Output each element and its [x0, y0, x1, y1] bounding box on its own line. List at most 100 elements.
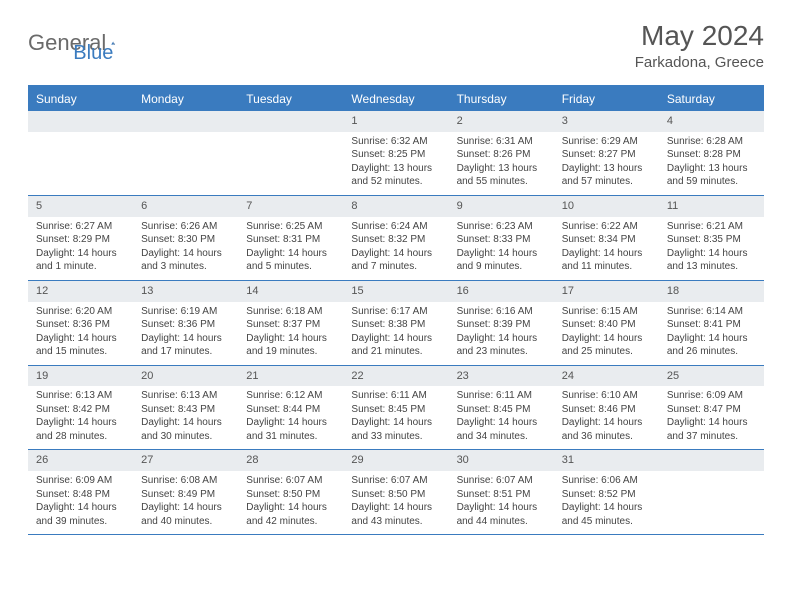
day-number — [28, 111, 133, 132]
sunset-line: Sunset: 8:36 PM — [141, 318, 230, 332]
day-number: 11 — [659, 196, 764, 217]
sunrise-line: Sunrise: 6:31 AM — [457, 135, 546, 149]
day-number: 24 — [554, 366, 659, 387]
sunset-line: Sunset: 8:35 PM — [667, 233, 756, 247]
day-number: 30 — [449, 450, 554, 471]
week-row: 19Sunrise: 6:13 AMSunset: 8:42 PMDayligh… — [28, 366, 764, 451]
sunrise-line: Sunrise: 6:21 AM — [667, 220, 756, 234]
daylight-line: Daylight: 14 hours and 31 minutes. — [246, 416, 335, 443]
sunrise-line: Sunrise: 6:13 AM — [141, 389, 230, 403]
day-info: Sunrise: 6:24 AMSunset: 8:32 PMDaylight:… — [343, 217, 448, 280]
day-number: 23 — [449, 366, 554, 387]
day-number: 31 — [554, 450, 659, 471]
day-info: Sunrise: 6:14 AMSunset: 8:41 PMDaylight:… — [659, 302, 764, 365]
day-cell: 7Sunrise: 6:25 AMSunset: 8:31 PMDaylight… — [238, 196, 343, 280]
sunrise-line: Sunrise: 6:14 AM — [667, 305, 756, 319]
day-cell: 8Sunrise: 6:24 AMSunset: 8:32 PMDaylight… — [343, 196, 448, 280]
sunrise-line: Sunrise: 6:09 AM — [667, 389, 756, 403]
day-cell: 14Sunrise: 6:18 AMSunset: 8:37 PMDayligh… — [238, 281, 343, 365]
day-cell: 17Sunrise: 6:15 AMSunset: 8:40 PMDayligh… — [554, 281, 659, 365]
sunset-line: Sunset: 8:36 PM — [36, 318, 125, 332]
title-block: May 2024 Farkadona, Greece — [635, 20, 764, 71]
week-row: 12Sunrise: 6:20 AMSunset: 8:36 PMDayligh… — [28, 281, 764, 366]
sunset-line: Sunset: 8:33 PM — [457, 233, 546, 247]
sunset-line: Sunset: 8:43 PM — [141, 403, 230, 417]
sunrise-line: Sunrise: 6:29 AM — [562, 135, 651, 149]
sunrise-line: Sunrise: 6:07 AM — [351, 474, 440, 488]
day-info: Sunrise: 6:13 AMSunset: 8:42 PMDaylight:… — [28, 386, 133, 449]
sunset-line: Sunset: 8:50 PM — [351, 488, 440, 502]
sunset-line: Sunset: 8:38 PM — [351, 318, 440, 332]
day-cell: 5Sunrise: 6:27 AMSunset: 8:29 PMDaylight… — [28, 196, 133, 280]
day-info: Sunrise: 6:06 AMSunset: 8:52 PMDaylight:… — [554, 471, 659, 534]
day-cell: 20Sunrise: 6:13 AMSunset: 8:43 PMDayligh… — [133, 366, 238, 450]
day-cell: 2Sunrise: 6:31 AMSunset: 8:26 PMDaylight… — [449, 111, 554, 195]
day-info: Sunrise: 6:26 AMSunset: 8:30 PMDaylight:… — [133, 217, 238, 280]
day-info: Sunrise: 6:32 AMSunset: 8:25 PMDaylight:… — [343, 132, 448, 195]
sunrise-line: Sunrise: 6:06 AM — [562, 474, 651, 488]
sunset-line: Sunset: 8:52 PM — [562, 488, 651, 502]
sunrise-line: Sunrise: 6:17 AM — [351, 305, 440, 319]
month-title: May 2024 — [635, 20, 764, 52]
day-cell: 4Sunrise: 6:28 AMSunset: 8:28 PMDaylight… — [659, 111, 764, 195]
day-cell: 18Sunrise: 6:14 AMSunset: 8:41 PMDayligh… — [659, 281, 764, 365]
sunrise-line: Sunrise: 6:08 AM — [141, 474, 230, 488]
daylight-line: Daylight: 14 hours and 11 minutes. — [562, 247, 651, 274]
day-number: 2 — [449, 111, 554, 132]
sunset-line: Sunset: 8:34 PM — [562, 233, 651, 247]
day-cell: 16Sunrise: 6:16 AMSunset: 8:39 PMDayligh… — [449, 281, 554, 365]
daylight-line: Daylight: 14 hours and 7 minutes. — [351, 247, 440, 274]
day-info: Sunrise: 6:16 AMSunset: 8:39 PMDaylight:… — [449, 302, 554, 365]
sunrise-line: Sunrise: 6:24 AM — [351, 220, 440, 234]
day-info: Sunrise: 6:23 AMSunset: 8:33 PMDaylight:… — [449, 217, 554, 280]
daylight-line: Daylight: 13 hours and 55 minutes. — [457, 162, 546, 189]
day-cell: 29Sunrise: 6:07 AMSunset: 8:50 PMDayligh… — [343, 450, 448, 534]
sunset-line: Sunset: 8:37 PM — [246, 318, 335, 332]
sunrise-line: Sunrise: 6:16 AM — [457, 305, 546, 319]
day-number: 19 — [28, 366, 133, 387]
day-info: Sunrise: 6:13 AMSunset: 8:43 PMDaylight:… — [133, 386, 238, 449]
day-info: Sunrise: 6:07 AMSunset: 8:50 PMDaylight:… — [238, 471, 343, 534]
weekday-friday: Friday — [554, 87, 659, 111]
day-info: Sunrise: 6:11 AMSunset: 8:45 PMDaylight:… — [343, 386, 448, 449]
day-cell: 12Sunrise: 6:20 AMSunset: 8:36 PMDayligh… — [28, 281, 133, 365]
empty-cell — [659, 450, 764, 534]
calendar: SundayMondayTuesdayWednesdayThursdayFrid… — [28, 85, 764, 535]
day-number: 29 — [343, 450, 448, 471]
day-cell: 1Sunrise: 6:32 AMSunset: 8:25 PMDaylight… — [343, 111, 448, 195]
day-number — [238, 111, 343, 132]
day-number: 12 — [28, 281, 133, 302]
day-info: Sunrise: 6:07 AMSunset: 8:50 PMDaylight:… — [343, 471, 448, 534]
daylight-line: Daylight: 14 hours and 13 minutes. — [667, 247, 756, 274]
day-cell: 15Sunrise: 6:17 AMSunset: 8:38 PMDayligh… — [343, 281, 448, 365]
day-info: Sunrise: 6:08 AMSunset: 8:49 PMDaylight:… — [133, 471, 238, 534]
sunset-line: Sunset: 8:41 PM — [667, 318, 756, 332]
day-number: 9 — [449, 196, 554, 217]
day-cell: 10Sunrise: 6:22 AMSunset: 8:34 PMDayligh… — [554, 196, 659, 280]
daylight-line: Daylight: 14 hours and 37 minutes. — [667, 416, 756, 443]
weekday-sunday: Sunday — [28, 87, 133, 111]
daylight-line: Daylight: 13 hours and 59 minutes. — [667, 162, 756, 189]
sunset-line: Sunset: 8:29 PM — [36, 233, 125, 247]
week-row: 26Sunrise: 6:09 AMSunset: 8:48 PMDayligh… — [28, 450, 764, 535]
sunset-line: Sunset: 8:46 PM — [562, 403, 651, 417]
daylight-line: Daylight: 14 hours and 36 minutes. — [562, 416, 651, 443]
sunrise-line: Sunrise: 6:12 AM — [246, 389, 335, 403]
sunset-line: Sunset: 8:32 PM — [351, 233, 440, 247]
day-number: 10 — [554, 196, 659, 217]
day-cell: 6Sunrise: 6:26 AMSunset: 8:30 PMDaylight… — [133, 196, 238, 280]
day-info: Sunrise: 6:07 AMSunset: 8:51 PMDaylight:… — [449, 471, 554, 534]
day-number — [659, 450, 764, 471]
sunrise-line: Sunrise: 6:09 AM — [36, 474, 125, 488]
empty-cell — [238, 111, 343, 195]
day-number: 1 — [343, 111, 448, 132]
day-number — [133, 111, 238, 132]
sunset-line: Sunset: 8:25 PM — [351, 148, 440, 162]
day-info: Sunrise: 6:20 AMSunset: 8:36 PMDaylight:… — [28, 302, 133, 365]
sunrise-line: Sunrise: 6:10 AM — [562, 389, 651, 403]
day-info: Sunrise: 6:27 AMSunset: 8:29 PMDaylight:… — [28, 217, 133, 280]
sunrise-line: Sunrise: 6:20 AM — [36, 305, 125, 319]
location: Farkadona, Greece — [635, 54, 764, 71]
day-cell: 11 Sunrise: 6:21 AMSunset: 8:35 PMDayligh… — [659, 196, 764, 280]
daylight-line: Daylight: 14 hours and 15 minutes. — [36, 332, 125, 359]
